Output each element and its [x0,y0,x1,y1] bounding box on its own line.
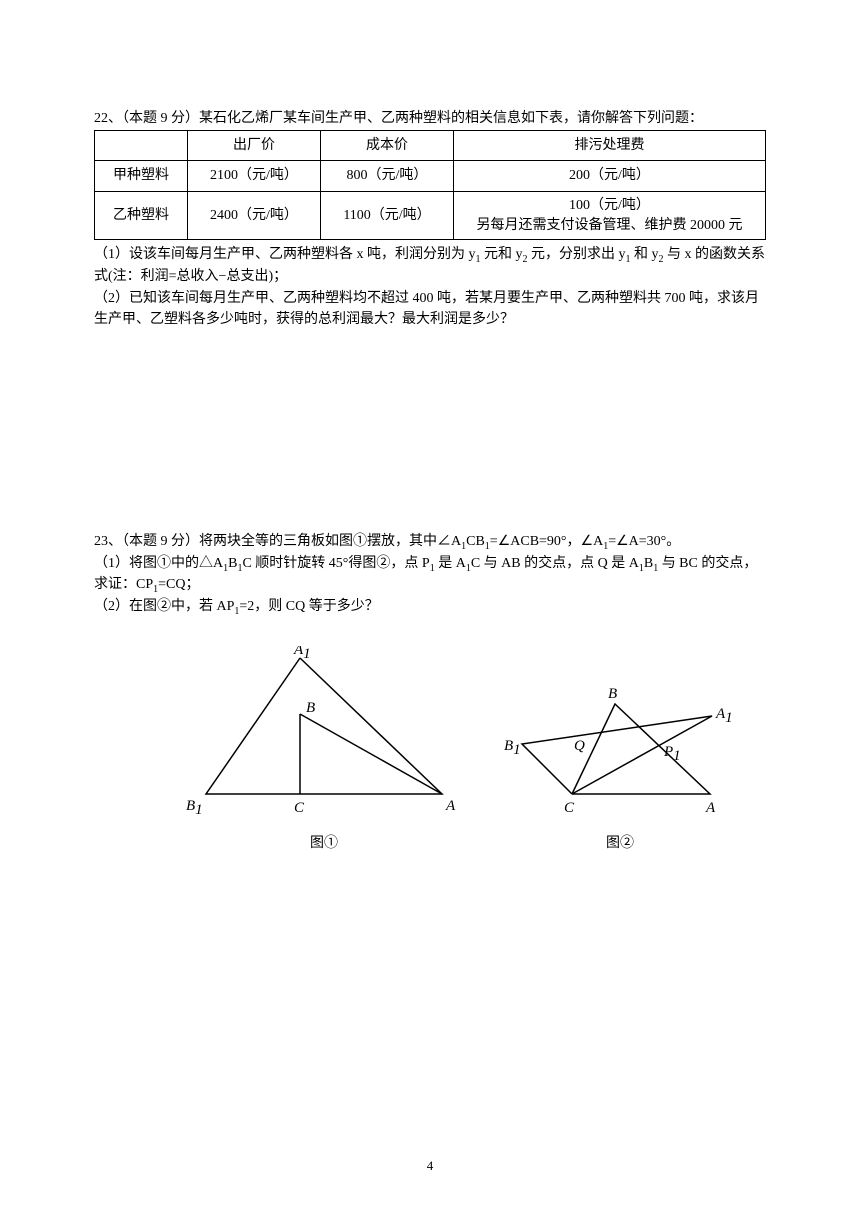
table-row: 出厂价 成本价 排污处理费 [95,130,766,161]
cell-waste-jia: 200（元/吨） [454,161,766,192]
cell-cost-yi: 1100（元/吨） [321,192,454,240]
figure-2: C A B A1 B1 Q P1 图② [504,674,736,855]
svg-text:B1: B1 [504,738,521,758]
cell-name-yi: 乙种塑料 [95,192,188,240]
q23: 23、（本题 9 分）将两块全等的三角板如图①摆放，其中∠A1CB1=∠ACB=… [94,531,766,855]
table-row: 甲种塑料 2100（元/吨） 800（元/吨） 200（元/吨） [95,161,766,192]
page-number: 4 [0,1156,860,1176]
th-factory-price: 出厂价 [188,130,321,161]
th-cost-price: 成本价 [321,130,454,161]
q22-sub2: （2）已知该车间每月生产甲、乙两种塑料均不超过 400 吨，若某月要生产甲、乙两… [94,288,766,331]
q22-heading: 22、（本题 9 分）某石化乙烯厂某车间生产甲、乙两种塑料的相关信息如下表，请你… [94,108,766,130]
cell-waste-yi: 100（元/吨） 另每月还需支付设备管理、维护费 20000 元 [454,192,766,240]
svg-text:A1: A1 [715,706,733,726]
figures: A1 B C B1 A 图① C A B A1 B1 Q P1 [94,646,766,855]
svg-text:A: A [705,800,716,816]
q23-sub2: （2）在图②中，若 AP1=2，则 CQ 等于多少？ [94,596,766,618]
figure-2-label: 图② [504,833,736,855]
cell-name-jia: 甲种塑料 [95,161,188,192]
cell-factory-jia: 2100（元/吨） [188,161,321,192]
q22-sub1: （1）设该车间每月生产甲、乙两种塑料各 x 吨，利润分别为 y1 元和 y2 元… [94,244,766,287]
svg-text:B: B [608,686,617,702]
svg-text:C: C [294,800,305,816]
th-blank [95,130,188,161]
table-row: 乙种塑料 2400（元/吨） 1100（元/吨） 100（元/吨） 另每月还需支… [95,192,766,240]
svg-text:C: C [564,800,575,816]
cell-factory-yi: 2400（元/吨） [188,192,321,240]
svg-text:B: B [306,700,315,716]
th-waste-fee: 排污处理费 [454,130,766,161]
q22-table: 出厂价 成本价 排污处理费 甲种塑料 2100（元/吨） 800（元/吨） 20… [94,130,766,241]
figure-1-svg: A1 B C B1 A [184,646,464,822]
svg-text:Q: Q [574,738,585,754]
cell-waste-yi-l1: 100（元/吨） [569,198,650,213]
cell-waste-yi-l2: 另每月还需支付设备管理、维护费 20000 元 [477,218,743,233]
svg-text:A: A [445,798,456,814]
figure-1: A1 B C B1 A 图① [184,646,464,855]
q23-heading: 23、（本题 9 分）将两块全等的三角板如图①摆放，其中∠A1CB1=∠ACB=… [94,531,766,553]
figure-1-label: 图① [184,833,464,855]
svg-text:B1: B1 [186,798,203,818]
q23-sub1: （1）将图①中的△A1B1C 顺时针旋转 45°得图②，点 P1 是 A1C 与… [94,553,766,596]
figure-2-svg: C A B A1 B1 Q P1 [504,674,736,822]
svg-text:P1: P1 [663,744,681,764]
cell-cost-jia: 800（元/吨） [321,161,454,192]
